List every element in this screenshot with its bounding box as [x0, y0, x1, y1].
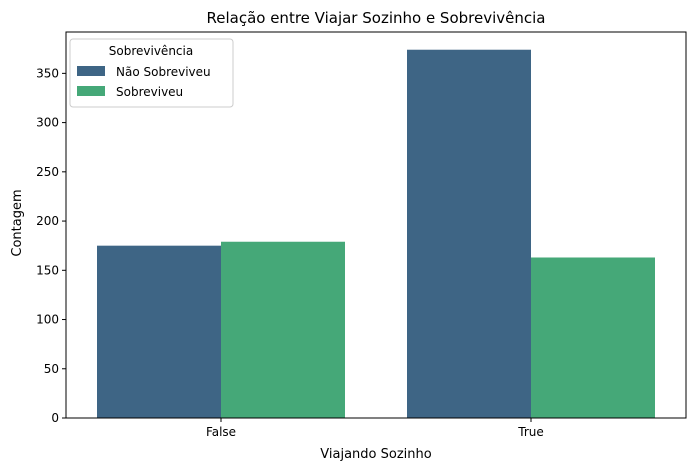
legend-title: Sobrevivência	[109, 44, 193, 58]
y-tick-label: 300	[36, 116, 59, 130]
chart-title: Relação entre Viajar Sozinho e Sobrevivê…	[206, 9, 545, 27]
legend: Sobrevivência Não Sobreviveu Sobreviveu	[69, 38, 234, 108]
y-tick-label: 100	[36, 313, 59, 327]
y-tick-label: 50	[44, 362, 59, 376]
legend-items: Não Sobreviveu Sobreviveu	[77, 65, 211, 99]
bar-false-1	[221, 241, 345, 418]
plot-area: 0 50 100 150 200 250 300 350 False True	[36, 31, 687, 439]
bar-false-0	[97, 245, 221, 418]
plot-frame	[65, 31, 687, 419]
bar-true-0	[407, 49, 531, 419]
y-tick-label: 350	[36, 66, 59, 80]
legend-label: Sobreviveu	[116, 85, 183, 99]
legend-label: Não Sobreviveu	[116, 65, 211, 79]
y-tick-label: 0	[51, 411, 59, 425]
y-tick-label: 200	[36, 214, 59, 228]
legend-swatch	[77, 66, 105, 76]
legend-box	[69, 38, 234, 108]
x-tick-label: True	[517, 425, 544, 439]
x-axis-ticks: False True	[206, 418, 544, 439]
y-tick-label: 150	[36, 263, 59, 277]
x-axis-label: Viajando Sozinho	[320, 447, 431, 462]
y-axis-label: Contagem	[10, 189, 25, 256]
x-tick-label: False	[206, 425, 236, 439]
legend-swatch	[77, 86, 105, 96]
y-tick-label: 250	[36, 165, 59, 179]
y-axis-ticks: 0 50 100 150 200 250 300 350	[36, 66, 66, 425]
bar-true-1	[531, 257, 655, 418]
bars	[97, 49, 655, 419]
